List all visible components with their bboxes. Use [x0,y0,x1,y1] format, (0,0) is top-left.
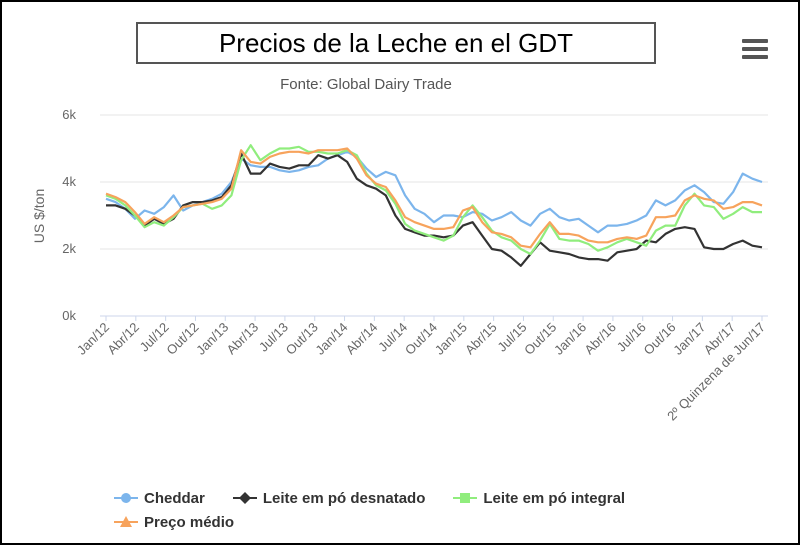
x-tick-label: Out/13 [283,320,321,358]
legend-label: Cheddar [144,489,205,507]
y-axis-title: US $/ton [31,189,47,243]
legend-label: Leite em pó desnatado [262,489,426,507]
x-tick-label: Out/12 [163,320,201,358]
legend-item[interactable]: Cheddar [112,486,205,510]
chart-subtitle: Fonte: Global Dairy Trade [280,76,452,93]
x-tick-label: Abr/14 [343,320,381,358]
diamond-marker-icon [232,492,257,504]
y-tick-label: 0k [62,308,76,323]
legend-item[interactable]: Leite em pó integral [451,486,625,510]
series-1 [106,152,763,267]
series-line [105,147,763,249]
y-tick-label: 6k [62,107,76,122]
x-tick-label: Jan/13 [193,320,231,358]
legend-item[interactable]: Leite em pó desnatado [231,486,426,510]
series-line [105,150,763,234]
x-tick-label: Out/15 [521,320,559,358]
x-tick-label: Out/14 [402,320,440,358]
legend-label: Leite em pó integral [483,489,626,507]
chart-title: Precios de la Leche en el GDT [136,22,656,64]
x-tick-label: Abr/12 [104,320,142,358]
y-tick-label: 4k [62,174,76,189]
x-tick-label: Out/16 [640,320,678,358]
chart-legend: Cheddar Leite em pó desnatado Leite em pó … [112,486,752,534]
square-marker-icon [453,493,478,503]
y-tick-label: 2k [62,241,76,256]
circle-marker-icon [114,493,138,503]
x-tick-label: Jan/12 [74,320,112,358]
x-tick-label: Abr/15 [462,320,500,358]
hamburger-menu-icon[interactable] [742,39,768,59]
legend-item[interactable]: Preço médio [112,510,234,534]
x-tick-label: Jan/16 [551,320,589,358]
series-line [106,152,763,267]
series-0 [105,150,763,234]
x-tick-label: Jan/15 [432,320,470,358]
x-tick-label: Abr/13 [224,320,262,358]
series-3 [105,147,763,249]
series-line [105,144,762,256]
x-tick-label: Jan/17 [670,320,708,358]
series-2 [105,144,762,256]
x-tick-label: Jan/14 [312,320,350,358]
triangle-marker-icon [114,516,138,527]
x-tick-label: Abr/16 [581,320,619,358]
legend-label: Preço médio [144,513,235,531]
